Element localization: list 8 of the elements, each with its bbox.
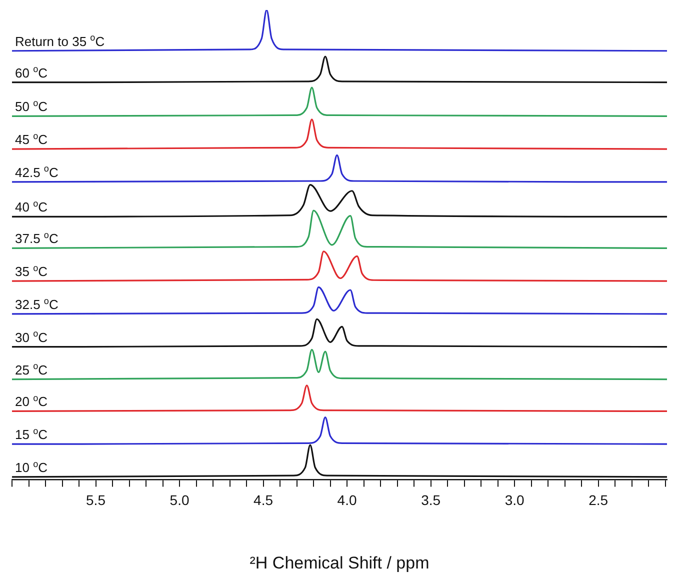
x-tick-label: 4.5 [254, 492, 274, 508]
x-axis-title: ²H Chemical Shift / ppm [250, 553, 430, 572]
x-tick-label: 3.5 [421, 492, 441, 508]
x-tick-label: 5.5 [86, 492, 106, 508]
x-tick-label: 4.0 [337, 492, 357, 508]
x-tick-label: 2.5 [588, 492, 608, 508]
x-tick-label: 5.0 [170, 492, 190, 508]
x-tick-label: 3.0 [504, 492, 524, 508]
